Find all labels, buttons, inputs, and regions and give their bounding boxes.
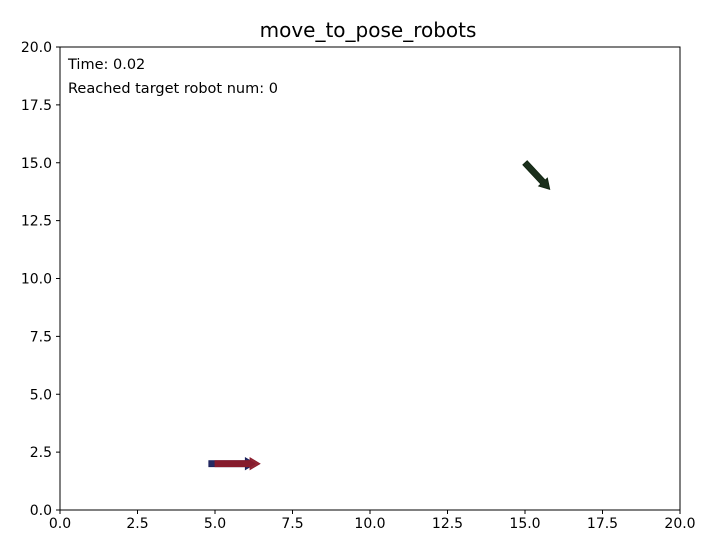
y-tick-label: 12.5 (21, 214, 52, 230)
x-axis: 0.0 2.5 5.0 7.5 10.0 12.5 15.0 17.5 20.0 (49, 510, 696, 532)
x-tick-label: 0.0 (49, 516, 71, 532)
y-tick-label: 2.5 (30, 445, 52, 461)
y-tick-label: 20.0 (21, 40, 52, 56)
robot-arrow-1 (522, 160, 551, 190)
robot-arrows (208, 160, 551, 471)
x-tick-label: 17.5 (587, 516, 618, 532)
time-annotation: Time: 0.02 (67, 57, 145, 73)
y-tick-label: 7.5 (30, 329, 52, 345)
y-tick-label: 15.0 (21, 156, 52, 172)
robot-arrow-3 (214, 456, 261, 471)
y-tick-label: 5.0 (30, 387, 52, 403)
chart-title: move_to_pose_robots (260, 18, 477, 42)
x-tick-label: 15.0 (509, 516, 540, 532)
x-tick-label: 20.0 (664, 516, 695, 532)
x-tick-label: 7.5 (281, 516, 303, 532)
x-tick-label: 10.0 (354, 516, 385, 532)
plot-area (59, 46, 681, 511)
y-tick-label: 17.5 (21, 98, 52, 114)
x-tick-label: 12.5 (432, 516, 463, 532)
y-tick-label: 10.0 (21, 272, 52, 288)
y-axis: 0.0 2.5 5.0 7.5 10.0 12.5 15.0 17.5 20.0 (21, 40, 60, 519)
x-tick-label: 2.5 (126, 516, 148, 532)
reached-target-annotation: Reached target robot num: 0 (68, 81, 278, 97)
x-tick-label: 5.0 (204, 516, 226, 532)
y-tick-label: 0.0 (30, 503, 52, 519)
